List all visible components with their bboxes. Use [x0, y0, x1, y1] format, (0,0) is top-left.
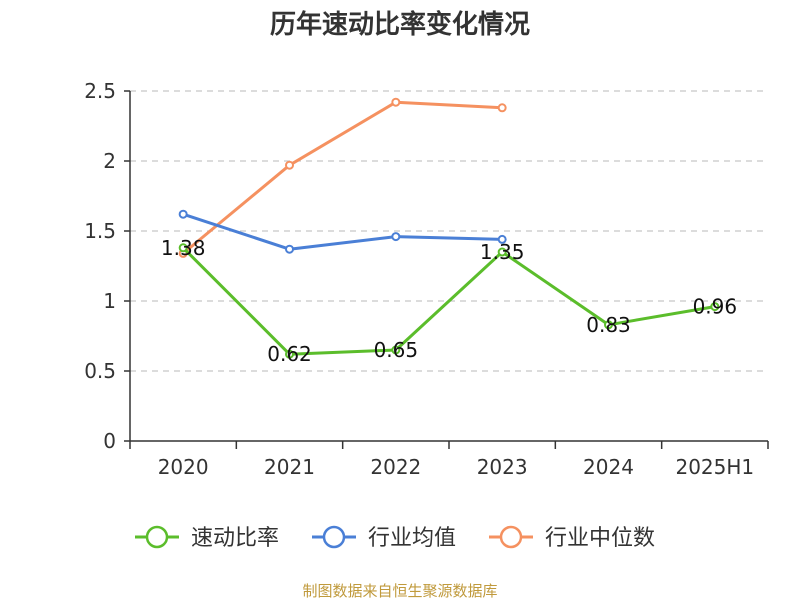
data-point: [178, 243, 188, 253]
y-tick-label: 1.5: [84, 219, 116, 243]
x-tick-label: 2021: [264, 455, 315, 479]
grid-lines: [130, 90, 768, 372]
data-point: [497, 234, 507, 244]
x-tick-label: 2025H1: [675, 455, 754, 479]
data-point: [710, 302, 720, 312]
legend-item: 行业中位数: [489, 525, 655, 551]
y-tick-label: 2.5: [84, 79, 116, 103]
series-1: [178, 209, 507, 254]
data-label: 0.96: [693, 295, 738, 319]
y-tick-label: 0.5: [84, 359, 116, 383]
data-point: [391, 97, 401, 107]
x-tick-label: 2024: [583, 455, 634, 479]
legend-marker: [322, 525, 346, 549]
legend: 速动比率 行业均值 行业中位数: [135, 525, 655, 551]
legend-label: 行业均值: [368, 526, 456, 551]
legend-label: 行业中位数: [545, 526, 655, 551]
legend-marker: [145, 525, 169, 549]
data-label: 1.35: [480, 240, 525, 264]
y-tick-label: 2: [103, 149, 116, 173]
data-point: [391, 232, 401, 242]
x-tick-label: 2020: [158, 455, 209, 479]
chart-title: 历年速动比率变化情况: [270, 9, 530, 40]
y-tick-label: 0: [103, 429, 116, 453]
series-layer: [178, 97, 720, 359]
series-line: [182, 212, 503, 251]
x-tick-label: 2022: [370, 455, 421, 479]
data-label: 0.62: [267, 342, 312, 366]
data-label: 0.65: [374, 338, 419, 362]
series-0: [178, 243, 720, 359]
axes: 0 0.5 1 1.5 2 2.5 2020 2021 2022 2023 2024 2025H1: [84, 79, 769, 479]
series-line: [182, 246, 716, 356]
data-point: [178, 209, 188, 219]
legend-item: 行业均值: [312, 525, 456, 551]
data-point: [285, 244, 294, 254]
data-point: [391, 345, 401, 355]
data-label: 1.38: [161, 236, 206, 260]
series-line: [182, 100, 503, 255]
legend-item: 速动比率: [135, 525, 279, 551]
series-2: [178, 97, 507, 258]
data-point: [604, 320, 613, 330]
data-point: [497, 103, 507, 113]
legend-marker: [499, 525, 523, 549]
data-point: [497, 247, 507, 257]
source-note: 制图数据来自恒生聚源数据库: [302, 582, 497, 600]
data-point: [285, 160, 294, 170]
legend-label: 速动比率: [191, 526, 279, 551]
data-label: 0.83: [586, 313, 631, 337]
data-point: [285, 349, 294, 359]
data-labels: 1.38 0.62 0.65 1.35 0.83 0.96: [161, 236, 737, 366]
y-tick-label: 1: [103, 289, 116, 313]
x-tick-label: 2023: [477, 455, 528, 479]
